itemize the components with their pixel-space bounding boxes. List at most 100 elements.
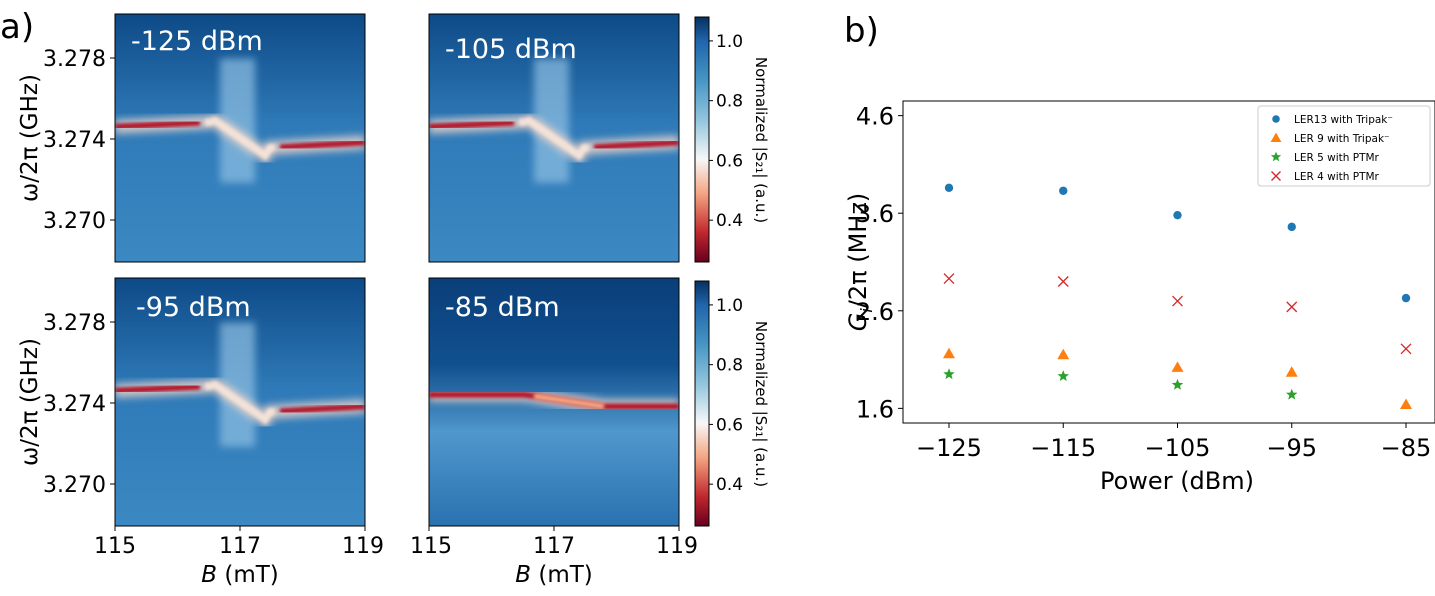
data-point [943, 368, 955, 380]
colorbar-tick-label: 1.0 [716, 32, 743, 52]
data-point [1400, 343, 1412, 355]
y-tick-label: 3.278 [43, 311, 106, 336]
series-4 [943, 273, 1412, 355]
colorbar-scale [694, 16, 710, 263]
data-point [1286, 301, 1298, 313]
x-axis: −125 −115 −105 −95 −85 [916, 423, 1431, 462]
x-tick-label: 115 [410, 534, 452, 559]
data-point [1287, 222, 1296, 232]
colorbar-tick-label: 1.0 [716, 296, 743, 316]
x-tick-label: −125 [916, 434, 982, 462]
series-3 [943, 368, 1298, 400]
data-point [944, 183, 954, 193]
colorbar-scale [694, 280, 710, 527]
legend-label: LER 4 with PTMr [1294, 171, 1380, 183]
map-y-axis-label: ω/2π (GHz) [17, 74, 43, 202]
data-point [943, 347, 955, 359]
y-tick-label: 3.6 [856, 200, 894, 228]
data-point [1286, 388, 1298, 400]
legend-box [1257, 105, 1431, 187]
colorbar-tick-label: 0.8 [716, 92, 743, 112]
x-axis-label: Power (dBm) [1100, 467, 1254, 495]
map-x-axis-label: B (mT) [201, 562, 279, 588]
resonance-trace-right [279, 403, 365, 415]
x-tick-label: 117 [219, 534, 261, 559]
data-point [1057, 370, 1069, 381]
x-tick-label: 115 [94, 534, 136, 559]
data-point [943, 273, 955, 285]
y-tick-label: 1.6 [856, 395, 894, 423]
heatmap-panel-95 [115, 278, 365, 526]
data-point [1401, 293, 1411, 303]
y-tick-label: 3.274 [43, 392, 106, 417]
data-point [1173, 210, 1182, 220]
power-label: -95 dBm [136, 292, 251, 323]
resonance-trace-left [429, 119, 515, 130]
x-axis-right: 115 117 119 [410, 526, 698, 559]
data-point [1400, 398, 1412, 409]
resonance-trace-middle [204, 380, 276, 425]
legend-marker [1270, 132, 1282, 143]
y-tick-label: 3.270 [43, 209, 106, 234]
colorbar-tick-label: 0.4 [716, 211, 743, 231]
y-tick-label: 2.6 [856, 298, 894, 326]
legend: LER13 with Tripak⁻ LER 9 with Tripak⁻ LER … [1257, 105, 1431, 187]
colorbar-bottom: 1.0 0.8 0.6 0.4 [694, 280, 743, 527]
heatmap-panel-105 [429, 14, 679, 262]
power-label: -125 dBm [131, 26, 263, 57]
series-1 [944, 183, 1411, 303]
legend-marker [1272, 115, 1280, 123]
resonance-trace-middle [204, 116, 276, 161]
colorbar-label: Normalized |S₂₁| (a.u.) [752, 321, 770, 487]
x-axis-left: 115 117 119 [94, 526, 384, 559]
data-point [1285, 366, 1298, 377]
map-y-axis-label: ω/2π (GHz) [17, 338, 43, 466]
colorbar-tick-label: 0.6 [716, 415, 743, 435]
heatmap-frame [114, 13, 366, 263]
resonance-trace-left [115, 383, 201, 394]
legend-marker [1270, 151, 1282, 162]
legend-label: LER 9 with Tripak⁻ [1294, 133, 1390, 145]
y-axis-bottom: 3.278 3.274 3.270 [43, 311, 115, 498]
colorbar-label: Normalized |S₂₁| (a.u.) [752, 57, 770, 223]
x-tick-label: −85 [1381, 434, 1432, 462]
series-2 [943, 347, 1412, 409]
data-point [1172, 295, 1183, 307]
map-x-axis-label: B (mT) [515, 562, 593, 588]
heatmap-frame [428, 13, 680, 263]
y-axis-label: Gi/2π (MHz) [844, 193, 876, 332]
panel-b-label: b) [844, 11, 879, 51]
plot-frame [902, 100, 1435, 424]
power-label: -85 dBm [445, 292, 560, 323]
y-tick-label: 3.274 [43, 128, 106, 153]
heatmap-panel-85 [429, 278, 679, 526]
y-tick-label: 4.6 [856, 103, 894, 131]
y-tick-label: 3.278 [43, 47, 106, 72]
scatter-chart: 1.6 2.6 3.6 4.6 −125 −115 −105 −95 −85 Power (d… [844, 100, 1435, 495]
data-point [1171, 361, 1184, 372]
x-tick-label: −95 [1266, 434, 1317, 462]
colorbar-tick-label: 0.6 [716, 151, 743, 171]
resonance-trace-right [593, 139, 679, 151]
colorbar-tick-label: 0.8 [716, 356, 743, 376]
data-points [943, 183, 1412, 409]
legend-label: LER 5 with PTMr [1294, 152, 1380, 164]
power-label: -105 dBm [445, 34, 577, 65]
data-point [1059, 186, 1068, 195]
heatmap-panel-125 [115, 14, 365, 262]
y-axis: 1.6 2.6 3.6 4.6 [856, 103, 903, 423]
y-axis-top: 3.278 3.274 3.270 [43, 47, 115, 234]
y-tick-label: 3.270 [43, 473, 106, 498]
x-tick-label: 117 [533, 534, 575, 559]
x-tick-label: −105 [1145, 434, 1211, 462]
resonance-trace-right [279, 139, 365, 151]
data-point [1057, 348, 1070, 360]
legend-marker [1271, 171, 1281, 181]
legend-label: LER13 with Tripak⁻ [1294, 114, 1393, 126]
x-tick-label: 119 [342, 534, 384, 559]
resonance-trace-left [115, 119, 201, 130]
x-tick-label: 119 [656, 534, 698, 559]
resonance-trace-middle [533, 393, 605, 410]
colorbar-top: 1.0 0.8 0.6 0.4 [694, 16, 743, 263]
